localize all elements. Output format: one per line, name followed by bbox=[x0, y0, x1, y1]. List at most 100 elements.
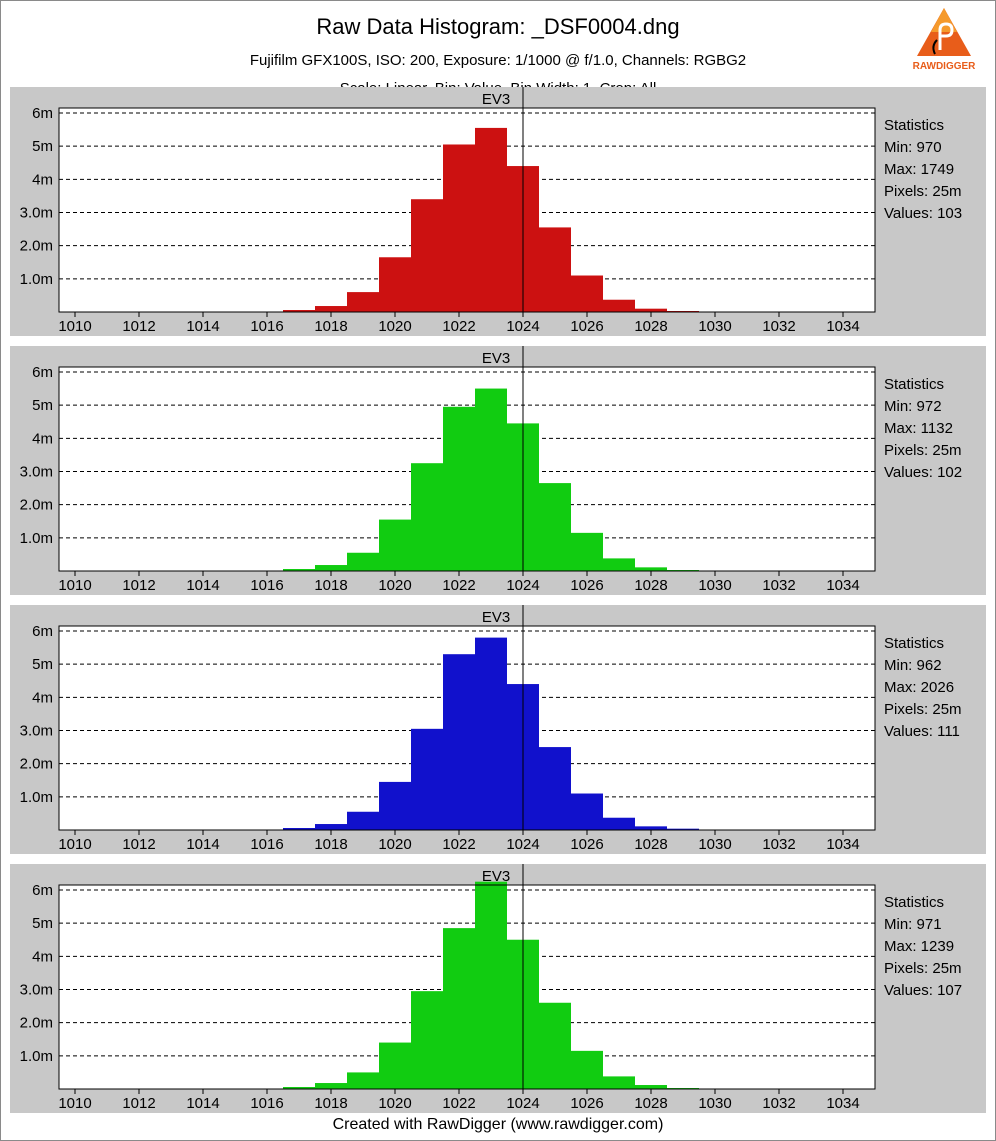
plot-border bbox=[58, 366, 876, 572]
x-tick-label: 1026 bbox=[570, 836, 603, 853]
histogram-bar bbox=[443, 144, 475, 312]
x-tick-label: 1030 bbox=[698, 836, 731, 853]
histogram-chart-blue: 1.0m 2.0m 3.0m 4m 5m 6m EV3 1010 1012 1014 1016 101… bbox=[20, 605, 876, 853]
x-tick-label: 1030 bbox=[698, 1095, 731, 1112]
stats-max: Max: 2026 bbox=[884, 679, 955, 696]
x-tick-label: 1028 bbox=[634, 836, 667, 853]
histogram-bar bbox=[571, 1050, 603, 1089]
histogram-panel-green: 1.0m 2.0m 3.0m 4m 5m 6m EV3 1010 1012 1014 1016 101… bbox=[10, 346, 986, 595]
x-tick-label: 1010 bbox=[58, 577, 91, 594]
y-tick-label: 1.0m bbox=[20, 1048, 53, 1065]
stats-pixels: Pixels: 25m bbox=[884, 960, 962, 977]
x-tick-label: 1022 bbox=[442, 577, 475, 594]
stats-heading: Statistics bbox=[884, 635, 945, 652]
histogram-bar bbox=[475, 127, 507, 312]
histogram-chart-green: 1.0m 2.0m 3.0m 4m 5m 6m EV3 1010 1012 1014 1016 101… bbox=[20, 346, 876, 594]
y-tick-label: 5m bbox=[32, 656, 53, 673]
y-tick-label: 5m bbox=[32, 915, 53, 932]
histogram-bar bbox=[315, 306, 347, 312]
logo-text: RAWDIGGER bbox=[913, 61, 975, 72]
y-tick-label: 1.0m bbox=[20, 789, 53, 806]
histogram-bar bbox=[571, 275, 603, 312]
x-tick-label: 1030 bbox=[698, 318, 731, 335]
x-tick-label: 1034 bbox=[826, 1095, 859, 1112]
x-tick-label: 1012 bbox=[122, 318, 155, 335]
x-tick-label: 1032 bbox=[762, 1095, 795, 1112]
x-tick-label: 1026 bbox=[570, 577, 603, 594]
histogram-bar bbox=[411, 728, 443, 830]
x-tick-label: 1020 bbox=[378, 318, 411, 335]
y-tick-label: 3.0m bbox=[20, 981, 53, 998]
histogram-bar bbox=[667, 828, 699, 830]
histogram-bar bbox=[347, 811, 379, 830]
x-tick-label: 1012 bbox=[122, 1095, 155, 1112]
x-tick-label: 1010 bbox=[58, 1095, 91, 1112]
page-title: Raw Data Histogram: _DSF0004.dng bbox=[316, 14, 680, 39]
histogram-bar bbox=[635, 567, 667, 571]
stats-pixels: Pixels: 25m bbox=[884, 442, 962, 459]
plot-border bbox=[58, 884, 876, 1090]
x-tick-label: 1014 bbox=[186, 1095, 219, 1112]
x-tick-label: 1032 bbox=[762, 836, 795, 853]
stats-min: Min: 962 bbox=[884, 657, 942, 674]
x-tick-label: 1022 bbox=[442, 836, 475, 853]
histogram-bar bbox=[283, 310, 315, 312]
x-tick-label: 1024 bbox=[506, 836, 539, 853]
histogram-bar bbox=[571, 532, 603, 571]
rawdigger-logo: RAWDIGGER bbox=[913, 8, 975, 72]
histogram-chart-red: 1.0m 2.0m 3.0m 4m 5m 6m EV3 1010 1012 1014 1016 101… bbox=[20, 87, 876, 335]
stats-max: Max: 1239 bbox=[884, 938, 955, 955]
x-tick-label: 1018 bbox=[314, 836, 347, 853]
histogram-bar bbox=[475, 388, 507, 571]
footer-credit: Created with RawDigger (www.rawdigger.co… bbox=[332, 1116, 664, 1133]
y-tick-label: 3.0m bbox=[20, 722, 53, 739]
plot-border bbox=[58, 107, 876, 313]
histogram-bar bbox=[283, 569, 315, 571]
histogram-chart-green2: 1.0m 2.0m 3.0m 4m 5m 6m EV3 1010 1012 1014 1016 101… bbox=[20, 864, 876, 1112]
x-tick-label: 1032 bbox=[762, 318, 795, 335]
stats-values: Values: 107 bbox=[884, 982, 963, 999]
x-tick-label: 1030 bbox=[698, 577, 731, 594]
x-tick-label: 1016 bbox=[250, 318, 283, 335]
x-tick-label: 1034 bbox=[826, 318, 859, 335]
x-tick-label: 1026 bbox=[570, 1095, 603, 1112]
x-tick-label: 1028 bbox=[634, 318, 667, 335]
histogram-bar bbox=[347, 292, 379, 312]
x-tick-label: 1022 bbox=[442, 318, 475, 335]
x-tick-label: 1014 bbox=[186, 836, 219, 853]
histogram-bar bbox=[379, 519, 411, 571]
x-tick-label: 1018 bbox=[314, 1095, 347, 1112]
histogram-bar bbox=[315, 824, 347, 830]
stats-values: Values: 111 bbox=[884, 723, 960, 740]
x-tick-label: 1020 bbox=[378, 1095, 411, 1112]
x-tick-label: 1014 bbox=[186, 318, 219, 335]
histogram-bar bbox=[539, 747, 571, 830]
stats-min: Min: 971 bbox=[884, 916, 942, 933]
stats-min: Min: 972 bbox=[884, 398, 942, 415]
y-tick-label: 3.0m bbox=[20, 204, 53, 221]
histogram-bar bbox=[443, 406, 475, 571]
ev-marker-label: EV3 bbox=[482, 868, 510, 885]
histogram-bar bbox=[315, 1083, 347, 1089]
y-tick-label: 4m bbox=[32, 430, 53, 447]
y-tick-label: 2.0m bbox=[20, 1015, 53, 1032]
x-tick-label: 1010 bbox=[58, 318, 91, 335]
y-tick-label: 5m bbox=[32, 138, 53, 155]
histogram-bar bbox=[539, 483, 571, 571]
histogram-bar bbox=[443, 654, 475, 830]
histogram-bar bbox=[539, 227, 571, 312]
histogram-bar bbox=[443, 928, 475, 1089]
ev-marker-label: EV3 bbox=[482, 91, 510, 108]
histogram-bar bbox=[379, 257, 411, 312]
x-tick-label: 1032 bbox=[762, 577, 795, 594]
y-tick-label: 6m bbox=[32, 882, 53, 899]
x-tick-label: 1028 bbox=[634, 1095, 667, 1112]
x-tick-label: 1016 bbox=[250, 577, 283, 594]
stats-values: Values: 102 bbox=[884, 464, 963, 481]
plot-border bbox=[58, 625, 876, 831]
stats-block-blue: Statistics Min: 962 Max: 2026 Pixels: 25… bbox=[884, 633, 962, 743]
stats-values: Values: 103 bbox=[884, 205, 963, 222]
histogram-bar bbox=[603, 558, 635, 571]
histogram-bar bbox=[635, 826, 667, 830]
y-tick-label: 5m bbox=[32, 397, 53, 414]
